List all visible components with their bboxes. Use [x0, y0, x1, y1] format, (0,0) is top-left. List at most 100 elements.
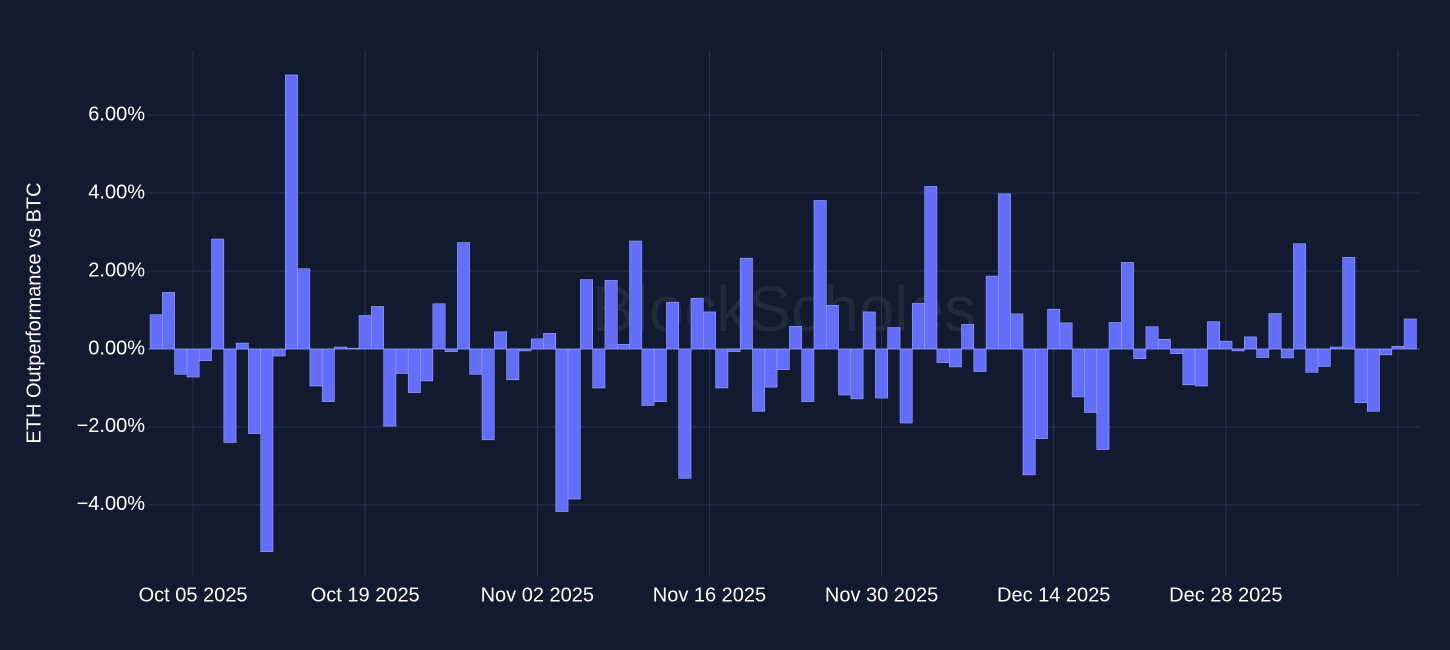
x-tick-label: Nov 30 2025: [825, 584, 938, 606]
bar: [1182, 348, 1196, 386]
bar: [985, 275, 999, 350]
bar: [1330, 346, 1343, 350]
bar: [297, 268, 311, 350]
bar: [850, 348, 864, 400]
x-tick-label: Oct 05 2025: [139, 584, 248, 606]
bar: [1391, 345, 1405, 350]
bar: [1108, 322, 1122, 350]
bar: [371, 306, 384, 350]
bar: [1354, 348, 1368, 404]
bar: [334, 346, 348, 350]
bar: [1096, 348, 1110, 450]
x-tick-label: Nov 16 2025: [653, 584, 766, 606]
bar: [1231, 348, 1245, 352]
bar: [1317, 348, 1331, 367]
bar: [162, 292, 175, 350]
bar: [1403, 318, 1417, 350]
bar: [481, 348, 495, 441]
bar: [358, 315, 372, 350]
bar: [653, 348, 667, 402]
bar: [444, 348, 458, 352]
x-tick-label: Oct 19 2025: [311, 584, 420, 606]
y-tick-label: 6.00%: [88, 103, 145, 125]
bar: [321, 348, 335, 402]
bar: [1059, 322, 1073, 350]
bar: [395, 348, 409, 374]
bar: [1084, 348, 1098, 413]
bar: [1047, 308, 1061, 350]
bar: [1157, 338, 1171, 350]
bar: [260, 348, 274, 552]
bar: [912, 303, 925, 350]
bar: [1342, 257, 1356, 350]
bar: [1133, 348, 1147, 360]
bar: [186, 348, 200, 378]
bar: [690, 297, 704, 350]
bar: [703, 311, 716, 350]
bar: [666, 301, 680, 350]
bar: [887, 327, 901, 350]
x-tick-label: Nov 02 2025: [481, 584, 594, 606]
bar: [998, 193, 1011, 350]
bar: [1366, 348, 1380, 412]
bar: [825, 305, 839, 350]
bar: [715, 348, 729, 389]
bar: [875, 348, 889, 399]
bar: [678, 348, 692, 479]
bar: [1280, 348, 1294, 359]
bar: [1256, 348, 1270, 358]
bar: [641, 348, 655, 406]
bar: [580, 279, 593, 350]
bar: [235, 342, 249, 350]
y-tick-label: −2.00%: [77, 415, 146, 437]
bar: [174, 348, 188, 375]
bar: [518, 348, 532, 352]
bar: [555, 348, 569, 512]
bar: [1243, 336, 1257, 350]
bar: [604, 280, 618, 350]
bar: [149, 314, 163, 350]
x-tick-label: Dec 28 2025: [1169, 584, 1282, 606]
bar: [936, 348, 950, 363]
bar: [973, 348, 987, 372]
bar: [272, 348, 286, 357]
bar: [752, 348, 766, 412]
bar: [1121, 262, 1134, 350]
y-tick-label: 4.00%: [88, 181, 145, 203]
y-tick-label: −4.00%: [77, 493, 146, 515]
bar: [346, 347, 360, 350]
bar: [383, 348, 397, 427]
bar: [223, 348, 237, 443]
bar: [432, 303, 446, 350]
bar: [1293, 243, 1307, 350]
bar: [1071, 348, 1085, 398]
bar: [739, 257, 753, 350]
bar: [530, 338, 544, 350]
bar: [457, 242, 471, 350]
bar: [948, 348, 962, 368]
bar: [1194, 348, 1208, 387]
y-axis-title: ETH Outperformance vs BTC: [23, 182, 45, 443]
bar: [629, 240, 643, 350]
bar: [727, 348, 741, 352]
bar: [1170, 348, 1184, 354]
bar: [1268, 313, 1282, 350]
bar: [506, 348, 520, 381]
bar: [862, 311, 876, 350]
bar: [1305, 348, 1319, 373]
y-tick-label: 2.00%: [88, 259, 145, 281]
bar: [1379, 348, 1393, 356]
bar: [284, 74, 298, 350]
bar: [420, 348, 434, 382]
bar: [776, 348, 790, 370]
bar: [899, 348, 913, 424]
bar: [1145, 326, 1159, 350]
bar: [309, 348, 323, 387]
bar: [961, 324, 975, 350]
bar: [1207, 321, 1220, 350]
bar: [813, 200, 827, 350]
bar: [1034, 348, 1048, 439]
bar: [494, 331, 507, 350]
